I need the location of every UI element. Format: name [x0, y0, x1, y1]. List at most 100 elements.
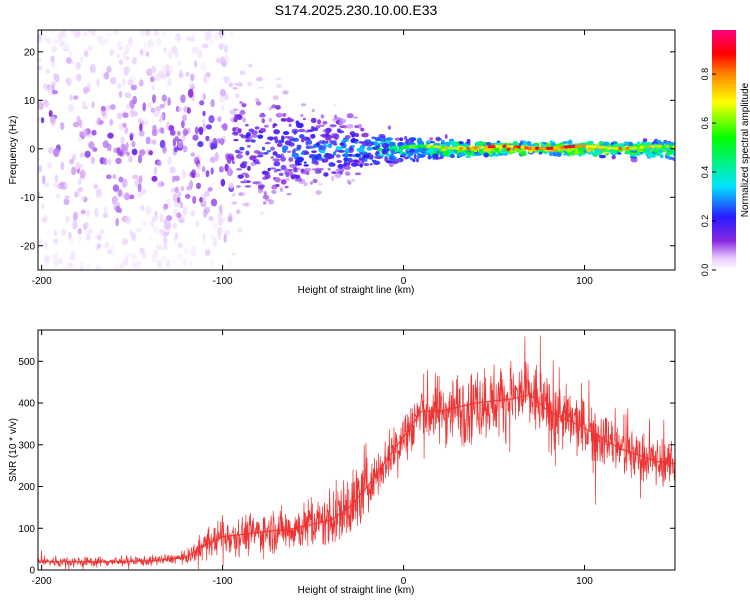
colorbar-tick-label: 0.4 [700, 166, 710, 179]
spectrogram-cell [305, 170, 310, 176]
spectrogram-cell [404, 156, 409, 160]
spectrogram-cell [394, 137, 401, 141]
spectrogram-cell [236, 185, 241, 188]
spectrogram-cell [219, 88, 226, 97]
spectrogram-cell [132, 174, 139, 180]
spectrogram-cell [203, 75, 207, 83]
spectrogram-cell [99, 39, 106, 47]
spectrogram-cell [112, 174, 117, 180]
spectrogram-cell [82, 101, 86, 106]
spectrogram-cell [567, 139, 573, 145]
spectrogram-cell [273, 161, 281, 167]
spectrogram-cell [672, 150, 675, 156]
spectrogram-cell [296, 144, 302, 150]
spectrogram-cell [233, 117, 238, 123]
spectrogram-cell [256, 76, 263, 82]
spectrogram-cell [159, 103, 165, 109]
spectrogram-cell [138, 175, 143, 184]
spectrogram-cell [637, 141, 641, 145]
spectrogram-cell [370, 154, 374, 160]
spectrogram-cell [167, 156, 172, 166]
spectrogram-cell [76, 115, 81, 124]
spectrogram-cell [46, 38, 52, 45]
spectrogram-cell [261, 118, 266, 124]
spectrogram-cell [376, 136, 383, 142]
spectrogram-cell [151, 139, 157, 145]
spectrogram-cell [278, 172, 284, 176]
spectrogram-cell [244, 185, 252, 188]
spectrogram-cell [124, 192, 130, 201]
spectrogram-cell [349, 159, 355, 163]
spectrogram-cell [286, 117, 292, 123]
spectrogram-cell [272, 151, 278, 156]
spectrogram-cell [180, 94, 186, 103]
spectrogram-cell [276, 177, 280, 183]
spectrogram-cell [325, 127, 332, 133]
spectrogram-cell [53, 229, 58, 237]
spectrogram-cell [155, 244, 161, 250]
spectrogram-cell [72, 221, 78, 230]
spectrogram-cell [344, 148, 349, 154]
spectrogram-cell [177, 242, 184, 248]
spectrogram-cell [284, 140, 292, 146]
spectrogram-cell [227, 260, 232, 268]
spectrogram-cell [401, 153, 407, 157]
spectrogram-cell [257, 134, 264, 139]
spectrogram-cell [181, 169, 187, 179]
spectrogram-cell [385, 139, 389, 143]
colorbar-label: Normalized spectral amplitude [740, 82, 750, 217]
spectrogram-cell [118, 151, 123, 156]
spectrogram-cell [105, 30, 112, 38]
spectrogram-cell [78, 178, 82, 186]
spectrogram-cell [93, 184, 99, 189]
spectrogram-cell [352, 138, 356, 141]
snr-y-tick-label: 300 [18, 440, 35, 451]
spectrogram-cell [41, 117, 45, 124]
spectrogram-cell [81, 196, 85, 202]
spectrogram-cell [131, 258, 136, 266]
spectrogram-cell [645, 142, 653, 146]
spectrogram-cell [190, 73, 195, 82]
spectrogram-cell [126, 56, 130, 61]
colorbar-gradient [712, 30, 736, 270]
spectrogram-cell [310, 117, 317, 124]
spectrogram-cell [259, 211, 265, 216]
spectrogram-cell [443, 142, 451, 146]
spectrogram-cell [231, 161, 236, 164]
spectrogram-cell [122, 238, 128, 246]
spectrogram-cell [231, 253, 237, 256]
spectrogram-cell [329, 124, 337, 128]
spectrogram-cell [64, 195, 70, 200]
spectrogram-cell [298, 128, 306, 133]
spectrogram-cell [318, 146, 326, 150]
spectrogram-x-tick-label: 100 [576, 276, 593, 287]
spectrogram-x-tick-label: 0 [401, 276, 407, 287]
spectrogram-cell [562, 141, 570, 144]
spectrogram-cell [68, 50, 73, 57]
spectrogram-cell [294, 178, 300, 182]
spectrogram-cell [319, 124, 325, 127]
spectrogram-cell [336, 154, 341, 158]
spectrogram-cell [115, 157, 122, 165]
spectrogram-cell [555, 143, 563, 147]
spectrogram-cell [397, 142, 405, 146]
spectrogram-cell [258, 86, 265, 89]
spectrogram-cell [153, 226, 159, 234]
spectrogram-x-tick-label: -100 [213, 276, 233, 287]
spectrogram-cell [611, 154, 616, 160]
spectrogram-cell [291, 152, 300, 158]
spectrogram-cell [271, 190, 277, 194]
spectrogram-cell [79, 265, 85, 270]
spectrogram-cell [96, 78, 100, 87]
spectrogram-cell [435, 136, 441, 142]
spectrogram-cell [121, 260, 125, 269]
spectrogram-y-label: Frequency (Hz) [8, 116, 19, 185]
spectrogram-cell [151, 129, 158, 137]
snr-noisy-trace [38, 335, 675, 570]
spectrogram-cell [210, 260, 214, 268]
spectrogram-cell [77, 228, 82, 235]
spectrogram-cell [189, 180, 193, 189]
spectrogram-ridge-cell [661, 144, 667, 148]
spectrogram-cell [145, 136, 151, 145]
spectrogram-cell [228, 182, 234, 189]
